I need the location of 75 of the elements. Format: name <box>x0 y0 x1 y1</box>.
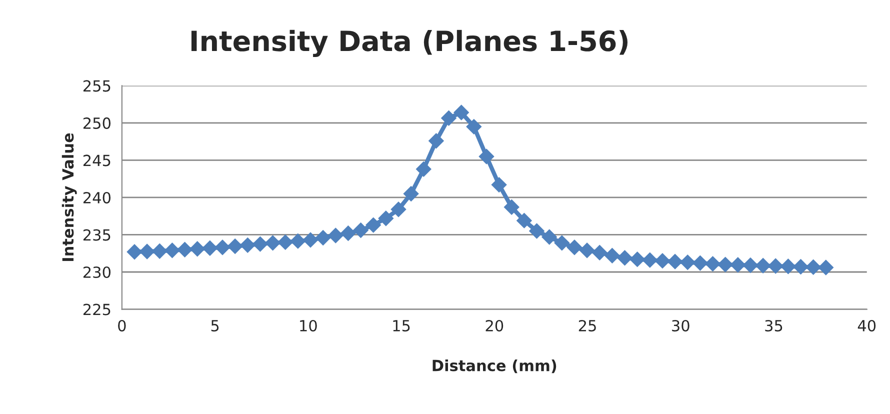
point <box>680 254 696 270</box>
point <box>792 258 809 275</box>
point <box>528 223 545 239</box>
point <box>378 210 394 226</box>
point <box>227 238 243 254</box>
point <box>290 233 306 249</box>
point <box>352 222 369 238</box>
x-tick-label: 20 <box>486 320 504 332</box>
point <box>566 240 582 256</box>
point <box>390 202 406 218</box>
y-tick-label: 240 <box>83 192 110 204</box>
x-tick-label: 25 <box>578 320 596 332</box>
point <box>642 252 658 268</box>
point <box>604 248 620 264</box>
point <box>302 232 318 248</box>
x-tick-label: 10 <box>300 320 317 332</box>
x-axis-title: Distance (mm) <box>432 359 556 374</box>
point <box>202 240 218 256</box>
point <box>616 250 633 266</box>
point <box>554 235 570 251</box>
point <box>189 241 206 257</box>
point <box>491 176 507 193</box>
point <box>240 237 256 254</box>
point <box>755 258 771 274</box>
point <box>152 243 168 259</box>
point <box>805 259 822 276</box>
point <box>340 225 356 242</box>
y-axis-title: Intensity Value <box>62 133 77 261</box>
point <box>730 257 746 273</box>
point <box>440 110 457 126</box>
point <box>768 258 784 274</box>
point <box>742 257 758 274</box>
point <box>365 217 382 233</box>
y-tick-label: 250 <box>83 117 110 129</box>
y-tick-label: 235 <box>83 229 110 241</box>
point <box>780 258 796 274</box>
point <box>504 199 520 216</box>
point <box>416 161 432 178</box>
x-tick-label: 35 <box>765 320 782 332</box>
point <box>453 104 470 120</box>
point <box>214 240 230 256</box>
chart-title: Intensity Data (Planes 1-56) <box>191 30 628 58</box>
x-tick-label: 15 <box>393 320 410 332</box>
x-tick-label: 40 <box>858 320 876 332</box>
y-tick-label: 255 <box>83 80 110 92</box>
x-tick-label: 0 <box>118 320 126 332</box>
point <box>466 118 482 135</box>
point <box>126 244 142 260</box>
point <box>516 212 532 228</box>
point <box>403 186 419 202</box>
point <box>704 256 721 272</box>
point <box>164 242 180 258</box>
point <box>667 254 683 270</box>
point <box>478 148 494 164</box>
y-tick-label: 245 <box>83 154 110 166</box>
point <box>277 234 294 250</box>
point <box>176 242 193 258</box>
x-tick-label: 30 <box>672 320 690 332</box>
x-tick-label: 5 <box>211 320 219 332</box>
point <box>629 251 646 268</box>
y-tick-label: 225 <box>83 304 110 316</box>
point <box>139 244 155 260</box>
point <box>692 255 708 271</box>
point <box>541 229 558 245</box>
y-tick-label: 230 <box>83 266 110 278</box>
point <box>818 260 834 276</box>
point <box>264 235 281 251</box>
point <box>328 228 344 244</box>
point <box>717 256 734 272</box>
point <box>315 230 331 246</box>
point <box>428 132 444 149</box>
point <box>592 244 608 260</box>
point <box>579 242 595 258</box>
point <box>252 236 268 252</box>
point <box>654 252 670 269</box>
